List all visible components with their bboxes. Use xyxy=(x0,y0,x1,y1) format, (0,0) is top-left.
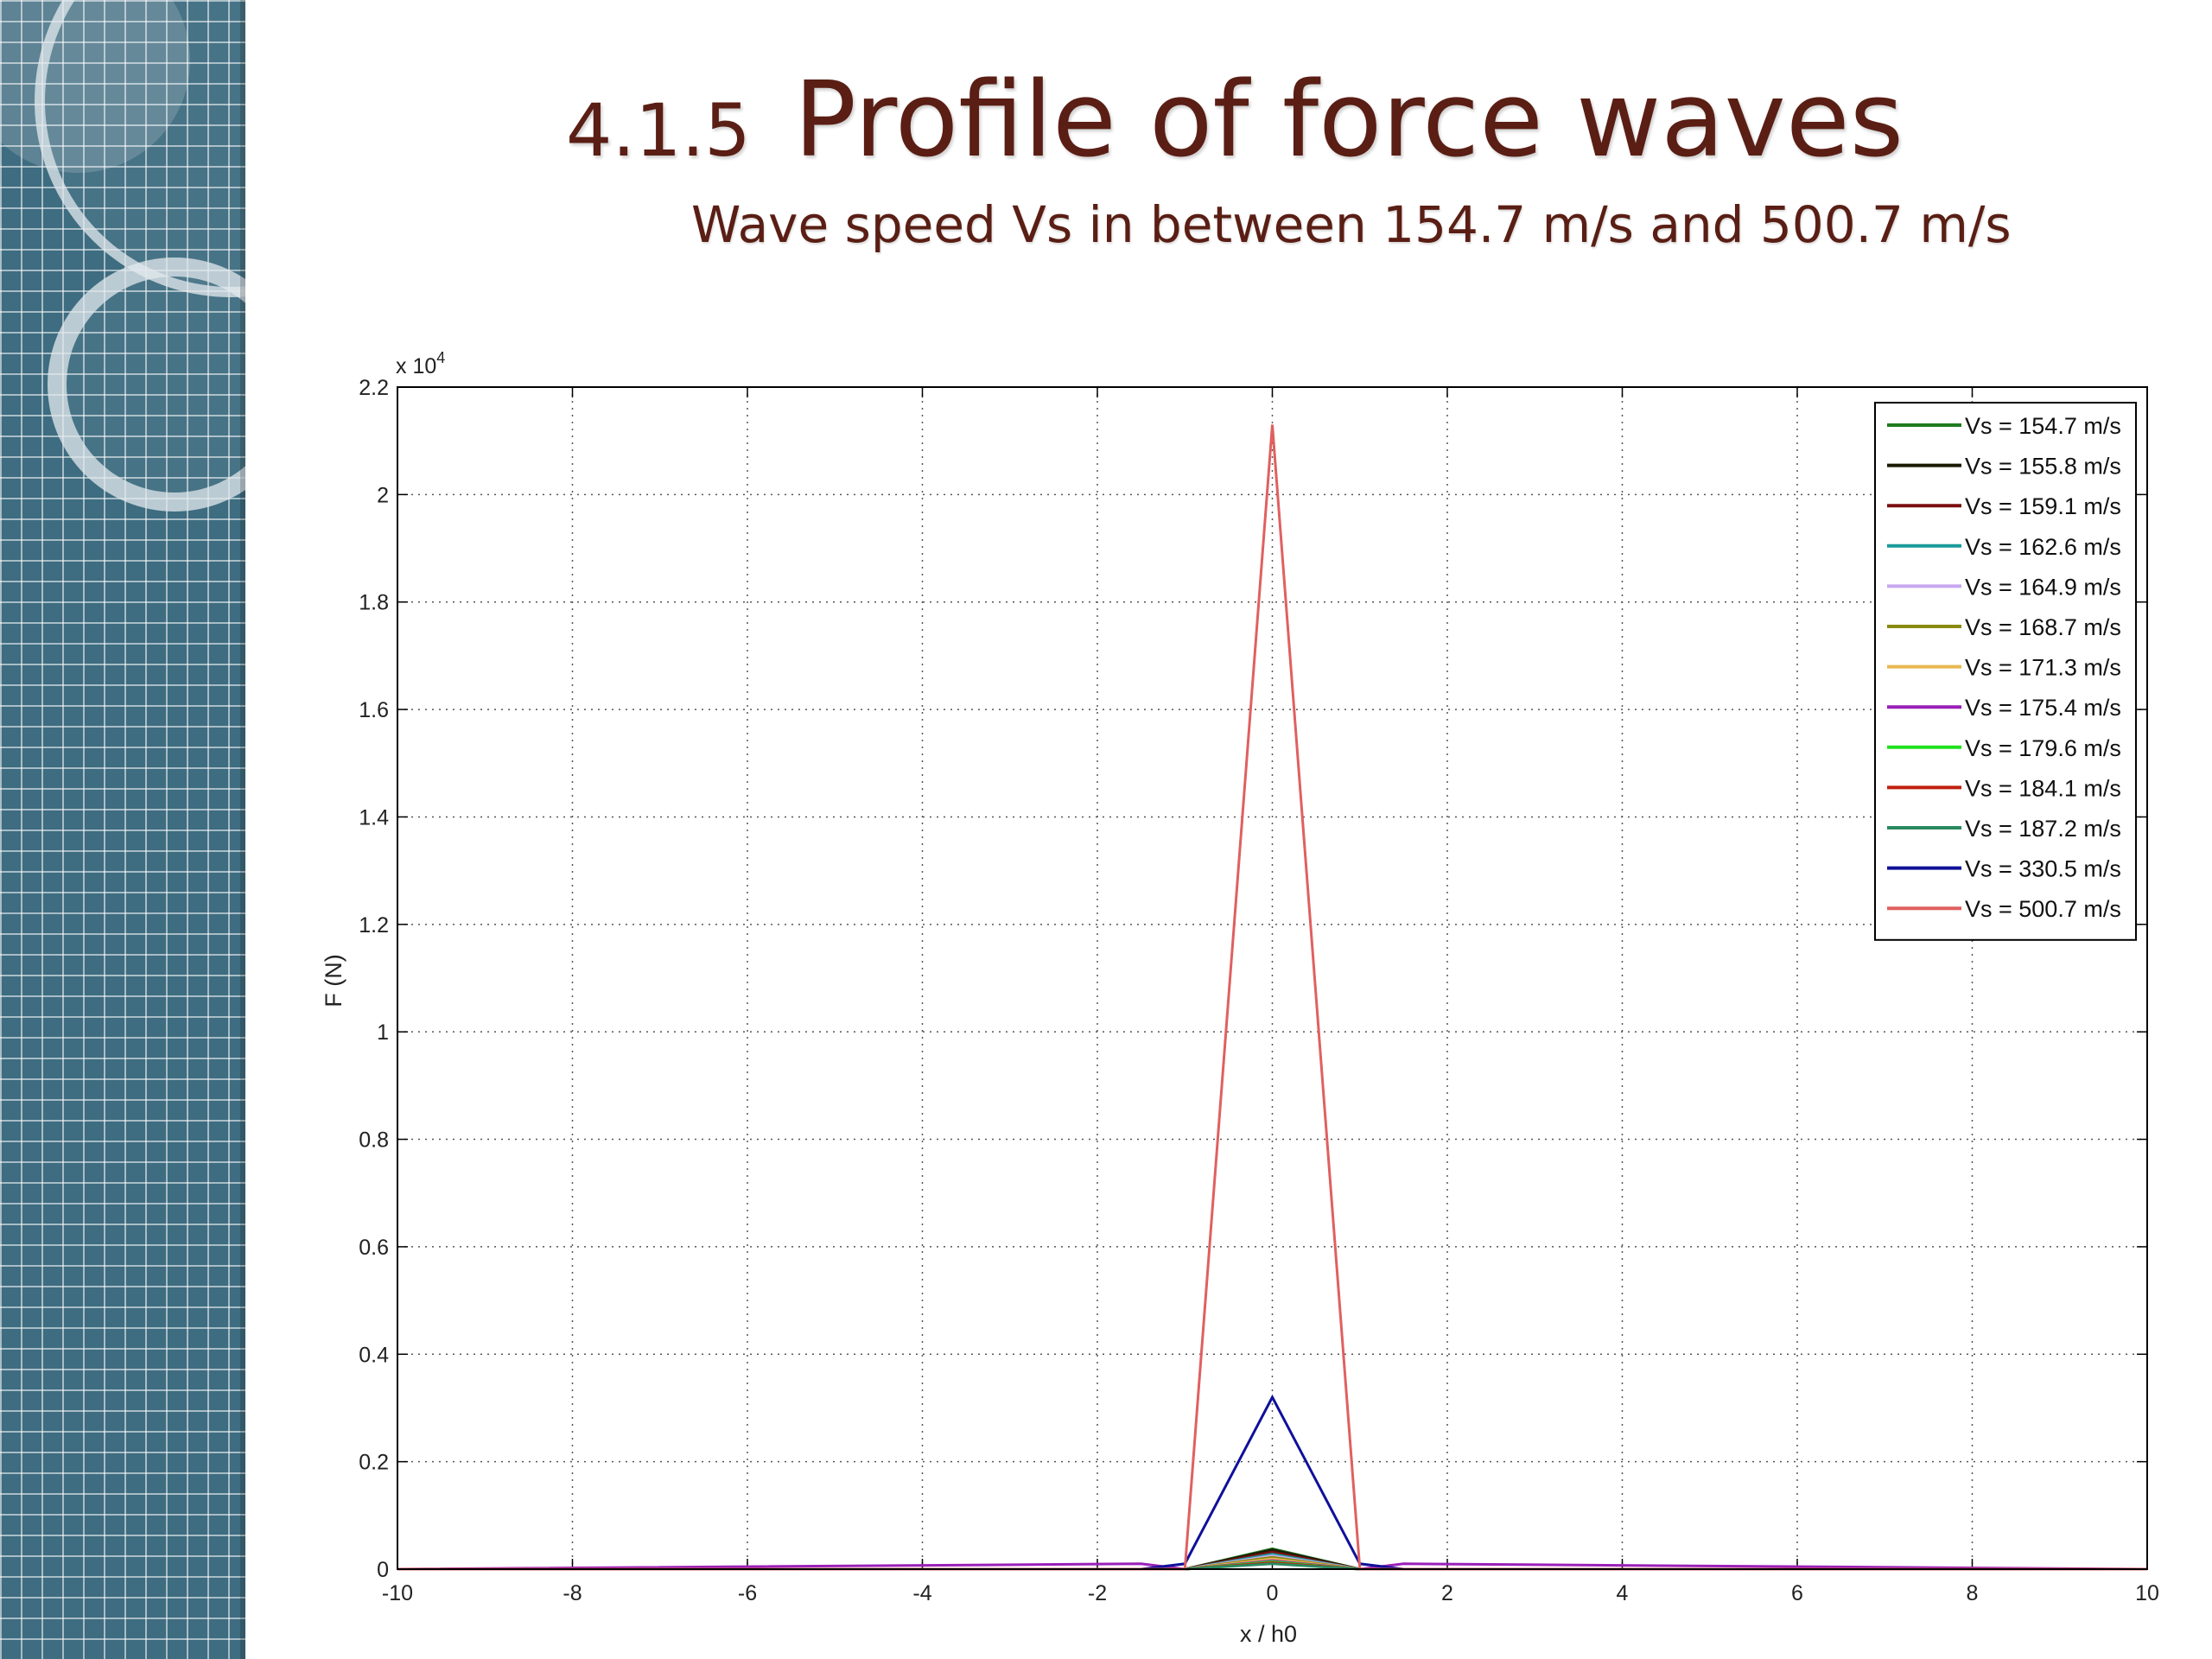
y-tick-label: 0.4 xyxy=(359,1343,389,1367)
legend: Vs = 154.7 m/s Vs = 155.8 m/s Vs = 159.1 m… xyxy=(1874,402,2137,941)
tick-labels: -10 -8 -6 -4 -2 0 2 4 6 8 10 0 0.2 0.4 0.6 0.8 1 1.2 1.4 1.… xyxy=(359,376,2159,1605)
x-tick-label: -8 xyxy=(563,1581,582,1605)
y-tick-label: 0 xyxy=(377,1558,389,1582)
x-tick-label: 6 xyxy=(1791,1581,1803,1605)
slide-title-number: 4.1.5 xyxy=(566,88,751,173)
x-tick-label: -4 xyxy=(912,1581,931,1605)
x-tick-label: 4 xyxy=(1617,1581,1629,1605)
x-tick-label: 2 xyxy=(1441,1581,1453,1605)
y-axis-label: F (N) xyxy=(321,954,346,1007)
slide-title-text: Profile of force waves xyxy=(793,60,1904,181)
legend-entry-label: Vs = 155.8 m/s xyxy=(1965,454,2121,480)
y-tick-label: 1.4 xyxy=(359,805,389,830)
x-tick-label: 8 xyxy=(1967,1581,1979,1605)
y-tick-label: 1.2 xyxy=(359,913,389,938)
y-tick-label: 1 xyxy=(377,1020,389,1045)
legend-entry-label: Vs = 187.2 m/s xyxy=(1965,816,2121,842)
y-tick-label: 0.6 xyxy=(359,1236,389,1260)
x-axis-label: x / h0 xyxy=(1240,1621,1297,1647)
plot-frame xyxy=(397,386,2148,1570)
slide-title: 4.1.5 Profile of force waves xyxy=(566,60,1904,181)
legend-entry-label: Vs = 164.9 m/s xyxy=(1965,574,2121,600)
y-tick-label: 2 xyxy=(377,483,389,507)
y-scale-multiplier: x 104 xyxy=(396,349,445,378)
legend-entry-label: Vs = 171.3 m/s xyxy=(1965,655,2121,681)
legend-entry-label: Vs = 162.6 m/s xyxy=(1965,534,2121,560)
grid-lines xyxy=(397,387,2147,1569)
y-tick-label: 0.2 xyxy=(359,1451,389,1475)
legend-entry-label: Vs = 330.5 m/s xyxy=(1965,856,2121,882)
plot-area xyxy=(397,387,2147,1569)
legend-entry-label: Vs = 175.4 m/s xyxy=(1965,695,2121,721)
legend-box xyxy=(1874,402,2137,941)
y-tick-label: 0.8 xyxy=(359,1128,389,1153)
legend-entry-label: Vs = 184.1 m/s xyxy=(1965,775,2121,801)
legend-entry-label: Vs = 179.6 m/s xyxy=(1965,735,2121,761)
legend-entry-label: Vs = 500.7 m/s xyxy=(1965,896,2121,922)
legend-entry-label: Vs = 154.7 m/s xyxy=(1965,413,2121,439)
legend-entry-label: Vs = 159.1 m/s xyxy=(1965,493,2121,519)
decorative-side-panel xyxy=(0,0,245,1659)
x-tick-label: -2 xyxy=(1088,1581,1107,1605)
x-tick-label: 0 xyxy=(1267,1581,1279,1605)
x-tick-label: -10 xyxy=(382,1581,413,1605)
slide-subtitle: Wave speed Vs in between 154.7 m/s and 5… xyxy=(691,195,2012,254)
x-tick-label: 10 xyxy=(2135,1581,2159,1605)
y-tick-label: 1.6 xyxy=(359,698,389,722)
legend-entry-label: Vs = 168.7 m/s xyxy=(1965,614,2121,640)
y-tick-label: 1.8 xyxy=(359,591,389,615)
y-tick-label: 2.2 xyxy=(359,376,389,400)
x-tick-label: -6 xyxy=(738,1581,757,1605)
